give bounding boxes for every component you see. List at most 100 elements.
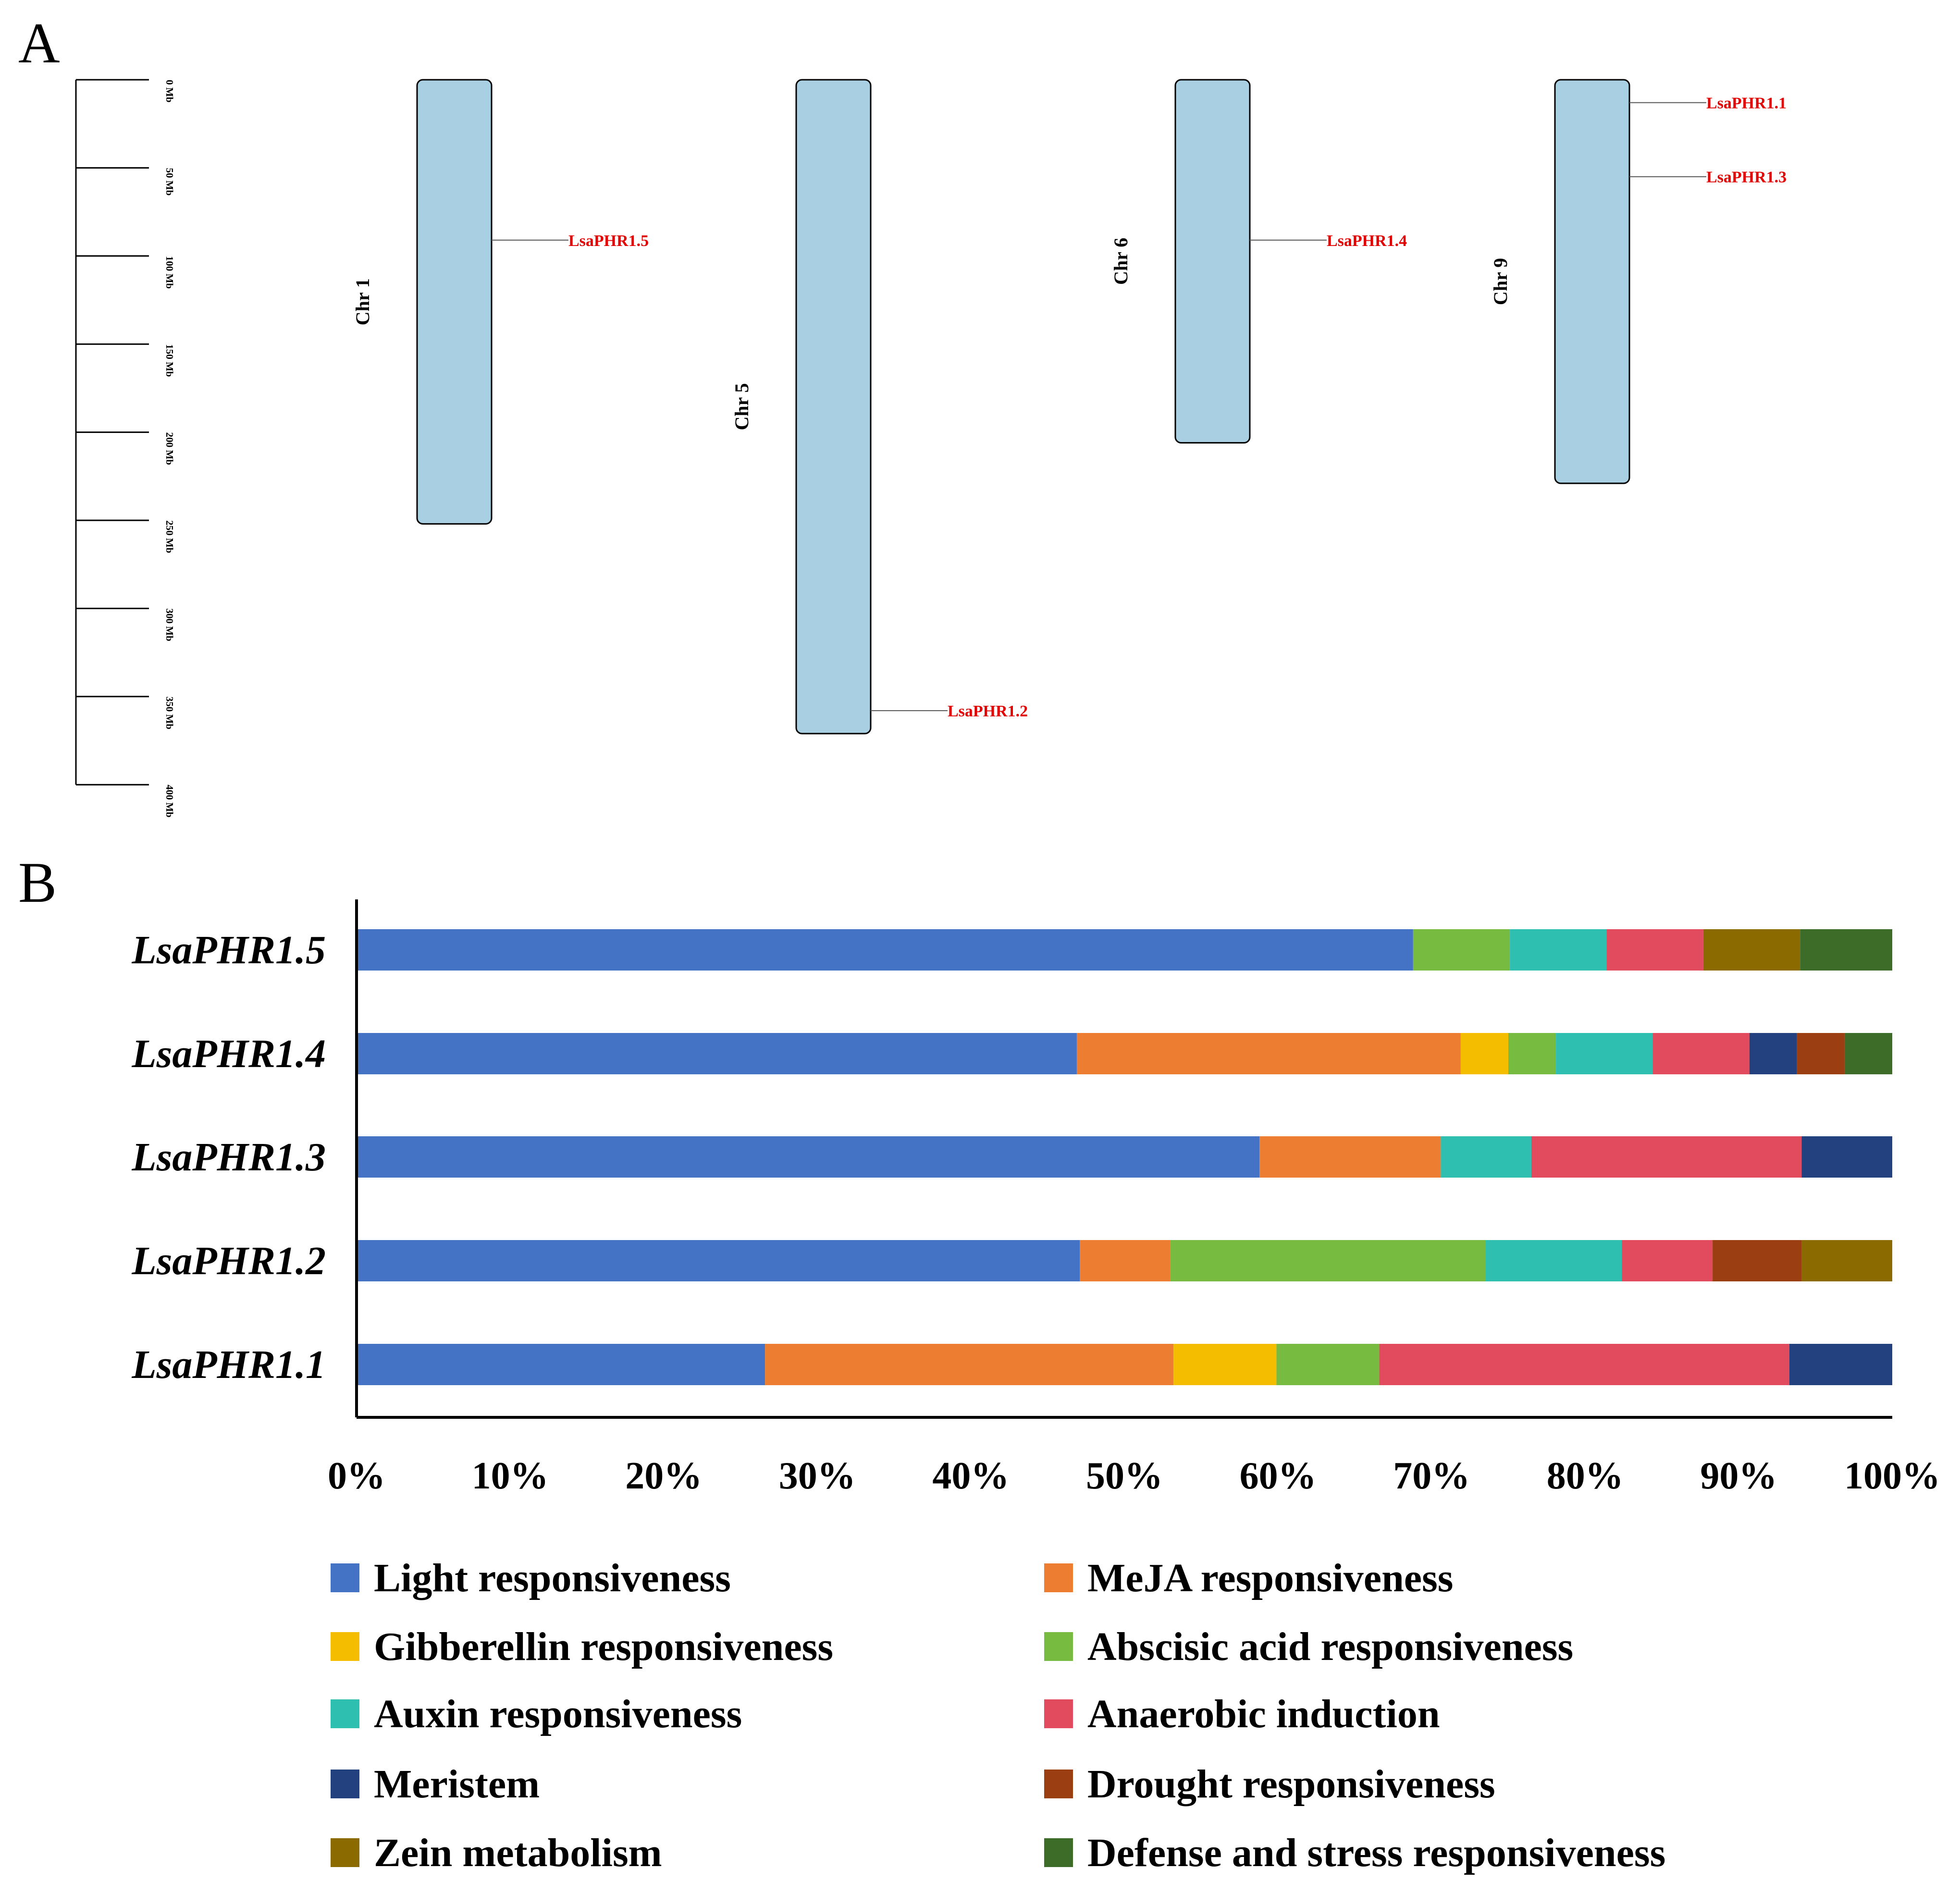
x-tick-label: 0% xyxy=(328,1455,385,1497)
category-label: LsaPHR1.5 xyxy=(131,928,326,972)
legend: Light responsiveness MeJA responsiveness G… xyxy=(331,1556,1665,1875)
chart-axes xyxy=(355,899,1892,1419)
legend-swatch xyxy=(1044,1838,1073,1867)
bar-segment xyxy=(1531,1136,1802,1178)
category-label: LsaPHR1.1 xyxy=(131,1342,326,1387)
chromosome-group: Chr 1 LsaPHR1.5 Chr 5 LsaPHR1.2 Chr 6 LsaPHR1… xyxy=(352,79,1787,735)
gene-label: LsaPHR1.1 xyxy=(1706,95,1787,112)
legend-label: Auxin responsiveness xyxy=(374,1692,742,1736)
bar-segment xyxy=(357,1136,1260,1178)
x-tick-label: 20% xyxy=(625,1455,702,1497)
legend-label: Light responsiveness xyxy=(374,1556,731,1600)
gene-label: LsaPHR1.2 xyxy=(948,702,1028,720)
bar-segment xyxy=(1801,1136,1892,1178)
bar-segment xyxy=(1259,1136,1441,1178)
bar-segment xyxy=(1789,1344,1892,1385)
x-tick-label: 80% xyxy=(1547,1455,1624,1497)
legend-label: Defense and stress responsiveness xyxy=(1087,1831,1665,1875)
scale-tick-label: 350 Mb xyxy=(164,697,175,729)
scale-tick-label: 400 Mb xyxy=(164,785,175,817)
legend-swatch xyxy=(331,1632,359,1661)
panel-b-stacked-bar-chart: B LsaPHR1.5LsaPHR1.4LsaPHR1.3LsaPHR1.2Ls… xyxy=(18,850,1940,1875)
bar-segment xyxy=(1800,929,1892,971)
gene-label: LsaPHR1.4 xyxy=(1327,232,1407,250)
x-tick-label: 60% xyxy=(1240,1455,1317,1497)
bar-segment xyxy=(357,929,1413,971)
bar-segment xyxy=(1606,929,1703,971)
bar-segment xyxy=(1080,1240,1171,1281)
bar-segment xyxy=(1170,1240,1486,1281)
bar-segment xyxy=(1556,1033,1653,1074)
x-tick-label: 50% xyxy=(1086,1455,1163,1497)
x-tick-label: 100% xyxy=(1844,1455,1940,1497)
bar-segment xyxy=(357,1033,1077,1074)
bar-segment xyxy=(357,1240,1080,1281)
legend-label: Abscisic acid responsiveness xyxy=(1087,1624,1573,1669)
bar-segment xyxy=(1801,1240,1892,1281)
bar-segment xyxy=(1508,1033,1556,1074)
x-tick-labels: 0% 10% 20% 30% 40% 50% 60% 70% 80% 90% 100% xyxy=(328,1455,1940,1497)
bar-segment xyxy=(1652,1033,1750,1074)
chromosome-label: Chr 1 xyxy=(352,278,373,325)
x-tick-label: 90% xyxy=(1700,1455,1777,1497)
bar-group xyxy=(357,929,1892,1385)
legend-swatch xyxy=(331,1563,359,1592)
legend-swatch xyxy=(331,1838,359,1867)
legend-swatch xyxy=(1044,1770,1073,1798)
legend-swatch xyxy=(331,1770,359,1798)
chromosome-body xyxy=(1554,79,1630,484)
scale-tick-label: 150 Mb xyxy=(164,344,175,377)
panel-b-letter: B xyxy=(18,850,57,914)
scale-tick-label: 50 Mb xyxy=(164,168,175,196)
bar-segment xyxy=(1173,1344,1277,1385)
scale-tick-label: 300 Mb xyxy=(164,608,175,641)
chromosome-label: Chr 6 xyxy=(1110,238,1132,285)
panel-a-chromosome-map: A 0 Mb 50 Mb 100 Mb 150 Mb 200 Mb 250 Mb 300 M… xyxy=(18,11,1787,817)
chromosome-body xyxy=(416,79,493,525)
panel-a-letter: A xyxy=(18,11,60,75)
bar-segment xyxy=(1460,1033,1508,1074)
x-tick-label: 70% xyxy=(1393,1455,1470,1497)
legend-label: Drought responsiveness xyxy=(1087,1762,1495,1807)
bar-segment xyxy=(1797,1033,1845,1074)
legend-label: MeJA responsiveness xyxy=(1087,1556,1453,1600)
bar-segment xyxy=(1510,929,1607,971)
category-labels: LsaPHR1.5 LsaPHR1.4 LsaPHR1.3 LsaPHR1.2 LsaP… xyxy=(131,928,326,1387)
bar-segment xyxy=(1276,1344,1380,1385)
legend-label: Meristem xyxy=(374,1762,540,1807)
legend-label: Anaerobic induction xyxy=(1087,1692,1440,1736)
scale-tick-label: 100 Mb xyxy=(164,256,175,289)
legend-swatch xyxy=(1044,1699,1073,1728)
legend-swatch xyxy=(331,1699,359,1728)
scale-tick-label: 250 Mb xyxy=(164,520,175,553)
bar-segment xyxy=(1413,929,1510,971)
x-tick-label: 10% xyxy=(472,1455,549,1497)
scale-tick-label: 200 Mb xyxy=(164,432,175,465)
legend-label: Gibberellin responsiveness xyxy=(374,1624,833,1669)
bar-segment xyxy=(1622,1240,1713,1281)
bar-segment xyxy=(1749,1033,1797,1074)
bar-segment xyxy=(1441,1136,1531,1178)
bar-segment xyxy=(357,1344,765,1385)
bar-segment xyxy=(1076,1033,1461,1074)
chromosome-label: Chr 9 xyxy=(1490,258,1511,305)
x-tick-label: 30% xyxy=(779,1455,856,1497)
bar-segment xyxy=(1703,929,1800,971)
x-tick-label: 40% xyxy=(932,1455,1009,1497)
category-label: LsaPHR1.3 xyxy=(131,1135,326,1180)
chromosome-label: Chr 5 xyxy=(731,383,752,430)
chromosome-body xyxy=(1174,79,1251,444)
chromosome-body xyxy=(795,79,872,735)
chromosome-scale-bar: 0 Mb 50 Mb 100 Mb 150 Mb 200 Mb 250 Mb 300 Mb 3… xyxy=(75,79,175,817)
legend-swatch xyxy=(1044,1563,1073,1592)
bar-segment xyxy=(765,1344,1174,1385)
gene-label: LsaPHR1.5 xyxy=(568,232,649,250)
gene-label: LsaPHR1.3 xyxy=(1706,169,1787,186)
legend-swatch xyxy=(1044,1632,1073,1661)
bar-segment xyxy=(1713,1240,1802,1281)
bar-segment xyxy=(1379,1344,1789,1385)
legend-label: Zein metabolism xyxy=(374,1831,662,1875)
bar-segment xyxy=(1485,1240,1622,1281)
category-label: LsaPHR1.2 xyxy=(131,1239,326,1283)
